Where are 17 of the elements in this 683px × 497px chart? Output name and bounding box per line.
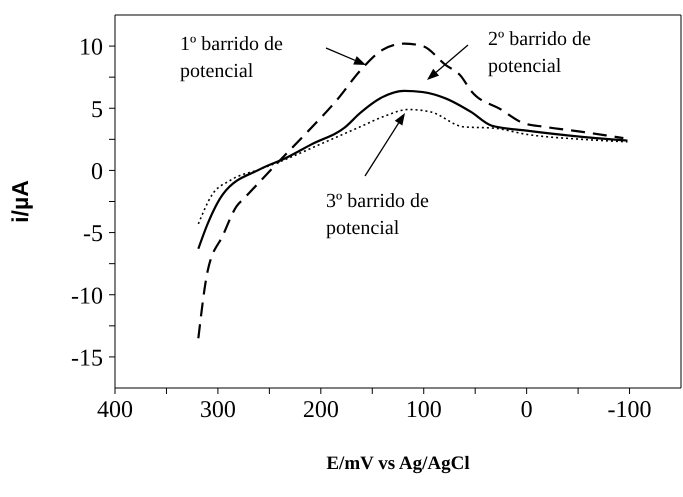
annotation: 1º barrido de potencial — [180, 33, 283, 82]
y-tick-label: -5 — [83, 221, 103, 248]
y-axis-title: i/µA — [7, 180, 34, 223]
x-tick-label: 300 — [200, 397, 236, 424]
x-tick-label: 400 — [97, 397, 133, 424]
x-tick-label: 0 — [520, 397, 533, 424]
annotation: 2º barrido de potencial — [488, 28, 591, 77]
x-tick-label: -100 — [608, 397, 652, 424]
y-tick-label: -15 — [71, 345, 103, 372]
y-tick-label: 5 — [91, 96, 103, 123]
y-tick-label: 0 — [91, 158, 103, 185]
y-tick-label: 10 — [79, 34, 103, 61]
x-axis-title: E/mV vs Ag/AgCl — [326, 453, 470, 474]
annotation: 3º barrido de potencial — [326, 190, 429, 239]
y-tick-label: -10 — [71, 283, 103, 310]
x-tick-label: 200 — [302, 397, 339, 424]
x-tick-label: 100 — [406, 397, 442, 424]
